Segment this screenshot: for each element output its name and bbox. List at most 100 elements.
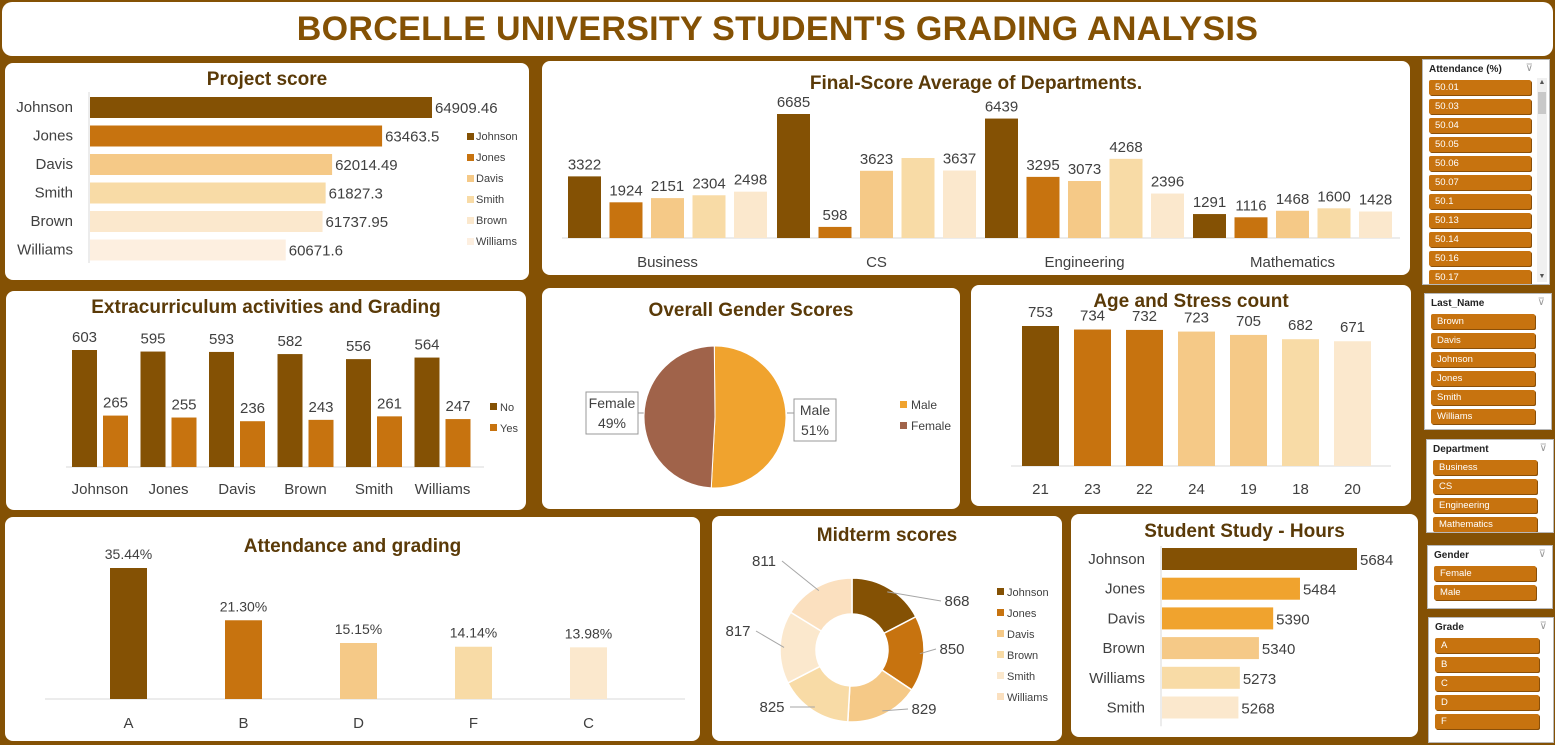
legend-entry: Jones (476, 152, 506, 164)
pie-slice (643, 345, 716, 489)
slicer-item[interactable]: Female (1434, 566, 1536, 581)
bar (1230, 334, 1267, 466)
bar (1282, 339, 1319, 466)
bar (568, 176, 601, 238)
slicer-item[interactable]: Jones (1431, 371, 1535, 386)
slicer-item[interactable]: Engineering (1433, 498, 1537, 513)
slicer-attendance-scrollbar[interactable]: ▲ ▼ (1537, 78, 1547, 282)
slicer-item[interactable]: Mathematics (1433, 517, 1537, 532)
filter-icon[interactable]: ⊽ (1539, 443, 1547, 454)
slicer-item[interactable]: F (1435, 714, 1539, 729)
filter-icon[interactable]: ⊽ (1539, 621, 1547, 632)
slicer-item[interactable]: CS (1433, 479, 1537, 494)
bar (1162, 666, 1240, 689)
data-label: 62014.49 (335, 157, 398, 174)
tick-label: 23 (1084, 481, 1101, 498)
slicer-item[interactable]: 50.04 (1429, 118, 1531, 133)
legend-swatch (490, 424, 497, 431)
slicer-item[interactable]: B (1435, 657, 1539, 672)
filter-icon[interactable]: ⊽ (1525, 63, 1533, 74)
bar (651, 198, 684, 238)
slicer-item[interactable]: Johnson (1431, 352, 1535, 367)
study-hours-panel[interactable]: Student Study - Hours Johnson 5684 Jones 54… (1071, 514, 1418, 737)
bar (445, 419, 471, 467)
slicer-item[interactable]: 50.1 (1429, 194, 1531, 209)
scroll-thumb[interactable] (1538, 92, 1546, 114)
slicer-item[interactable]: 50.03 (1429, 99, 1531, 114)
slicer-item[interactable]: 50.06 (1429, 156, 1531, 171)
slicer-item[interactable]: C (1435, 676, 1539, 691)
age-stress-panel[interactable]: Age and Stress count 753 21 734 23 732 22 723 2… (971, 285, 1411, 506)
slicer-item[interactable]: D (1435, 695, 1539, 710)
filter-icon[interactable]: ⊽ (1538, 549, 1546, 560)
slicer-item[interactable]: 50.13 (1429, 213, 1531, 228)
slicer-item[interactable]: Williams (1431, 409, 1535, 424)
legend-swatch (900, 422, 907, 429)
slicer-item[interactable]: Smith (1431, 390, 1535, 405)
slicer-item[interactable]: A (1435, 638, 1539, 653)
slicer-gender[interactable]: Gender ⊽ Female Male (1427, 545, 1553, 609)
tick-label: Jones (1105, 581, 1145, 598)
slicer-item[interactable]: 50.01 (1429, 80, 1531, 95)
project-score-panel[interactable]: Project score Johnson 64909.46 Jones 63463.… (5, 63, 529, 280)
slicer-last-name-list: Brown Davis Johnson Jones Smith Williams (1431, 314, 1535, 428)
data-label: 603 (72, 329, 97, 346)
data-label: 582 (277, 333, 302, 350)
bar (1234, 217, 1268, 238)
project-score-chart: Johnson 64909.46 Jones 63463.5 Davis 62014.49… (16, 92, 518, 263)
dashboard-title: BORCELLE UNIVERSITY STUDENT'S GRADING AN… (296, 10, 1259, 48)
bar (209, 351, 234, 467)
extracurricular-panel[interactable]: Extracurriculum activities and Grading 6… (6, 291, 526, 510)
gender-panel[interactable]: Overall Gender Scores Female 49% Male 51… (542, 288, 960, 509)
bar (90, 211, 323, 232)
data-label: 734 (1080, 308, 1105, 325)
male-label-box (793, 398, 837, 442)
slicer-item[interactable]: 50.05 (1429, 137, 1531, 152)
data-label: 243 (308, 399, 333, 416)
slicer-item[interactable]: Brown (1431, 314, 1535, 329)
slicer-last-name[interactable]: Last_Name ⊽ Brown Davis Johnson Jones Smith W… (1424, 293, 1552, 430)
legend-swatch (900, 401, 907, 408)
legend-entry: Williams (476, 236, 517, 248)
legend-entry: Smith (476, 194, 504, 206)
data-label: 829 (911, 701, 936, 718)
slicer-item[interactable]: Male (1434, 585, 1536, 600)
attendance-panel[interactable]: Attendance and grading 35.44% A 21.30% B 15.… (5, 517, 700, 741)
tick-label: B (238, 715, 248, 732)
legend-swatch (997, 672, 1004, 679)
bar (1178, 331, 1215, 466)
midterm-panel[interactable]: Midterm scores 868 850 829 825 817 811 Johnson… (712, 516, 1062, 741)
slicer-item[interactable]: 50.16 (1429, 251, 1531, 266)
slicer-item[interactable]: 50.07 (1429, 175, 1531, 190)
data-label: 732 (1132, 308, 1157, 325)
bar (1151, 193, 1184, 238)
slicer-department[interactable]: Department ⊽ Business CS Engineering Mathem… (1426, 439, 1554, 533)
pie-slice (710, 345, 787, 489)
scroll-up-icon[interactable]: ▲ (1538, 79, 1546, 86)
bar (609, 202, 643, 238)
project-score-title: Project score (206, 69, 328, 90)
bar (1026, 176, 1060, 238)
slicer-item[interactable]: 50.14 (1429, 232, 1531, 247)
bar (860, 170, 893, 238)
data-label: 35.44% (105, 546, 152, 562)
scroll-down-icon[interactable]: ▼ (1538, 273, 1546, 280)
final-score-panel[interactable]: Final-Score Average of Departments. 3322… (542, 61, 1410, 275)
filter-icon[interactable]: ⊽ (1537, 297, 1545, 308)
data-label: 63463.5 (385, 129, 439, 146)
bar (1276, 210, 1309, 238)
slicer-item[interactable]: Davis (1431, 333, 1535, 348)
tick-label: Brown (30, 213, 73, 230)
data-label: 1600 (1317, 188, 1350, 205)
data-label: 21.30% (220, 598, 267, 614)
bar (277, 354, 303, 467)
slicer-item[interactable]: 50.17 (1429, 270, 1531, 284)
slicer-attendance[interactable]: Attendance (%) ⊽ 50.01 50.03 50.04 50.05 50.… (1422, 59, 1550, 285)
tick-label: Davis (35, 156, 73, 173)
bar (90, 125, 383, 147)
extracurricular-chart: 603 265 Johnson 595 255 Jones 593 236 Davis 582 24… (66, 329, 518, 498)
slicer-item[interactable]: Business (1433, 460, 1537, 475)
data-label: 261 (377, 395, 402, 412)
